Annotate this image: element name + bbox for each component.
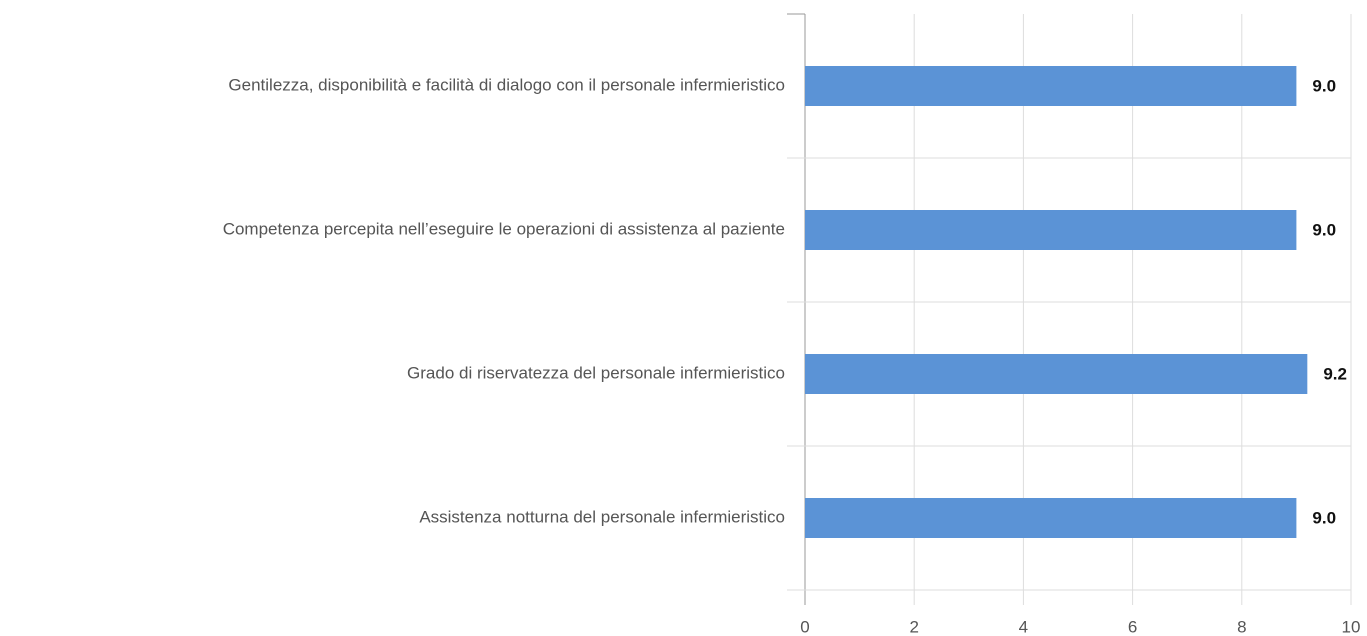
bar — [805, 498, 1297, 538]
category-label: Competenza percepita nell’eseguire le op… — [223, 219, 785, 238]
value-label: 9.2 — [1323, 364, 1347, 383]
bar — [805, 66, 1297, 106]
x-tick-label: 4 — [1019, 617, 1028, 636]
x-tick-label: 10 — [1342, 617, 1361, 636]
x-tick-label: 8 — [1237, 617, 1246, 636]
category-label: Gentilezza, disponibilità e facilità di … — [228, 75, 785, 94]
value-label: 9.0 — [1312, 76, 1336, 95]
category-label: Grado di riservatezza del personale infe… — [407, 363, 785, 382]
value-label: 9.0 — [1312, 220, 1336, 239]
bar — [805, 354, 1308, 394]
value-label: 9.0 — [1312, 508, 1336, 527]
x-tick-label: 0 — [800, 617, 809, 636]
category-label: Assistenza notturna del personale inferm… — [419, 507, 785, 526]
bar — [805, 210, 1297, 250]
x-tick-label: 2 — [909, 617, 918, 636]
x-tick-label: 6 — [1128, 617, 1137, 636]
